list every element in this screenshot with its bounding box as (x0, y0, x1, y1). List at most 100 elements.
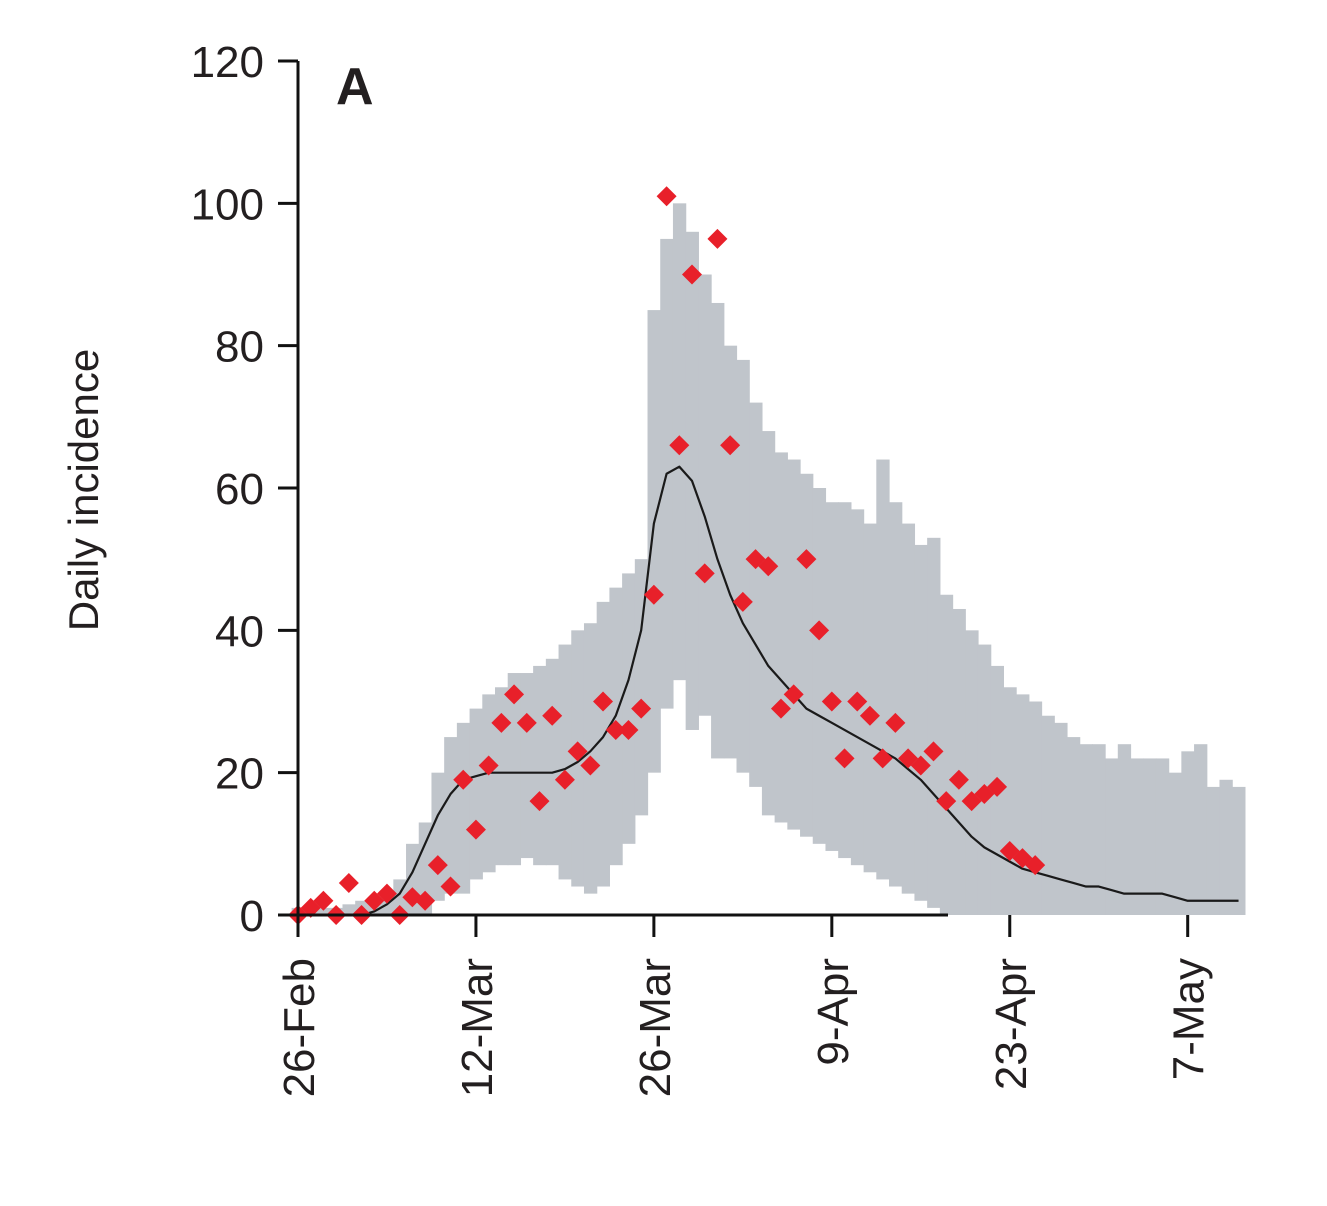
band-bar (482, 694, 496, 873)
band-bar (507, 673, 522, 866)
band-bar (965, 630, 979, 915)
band-bar (736, 359, 750, 773)
band-bar (1092, 744, 1106, 915)
observed-point (758, 556, 779, 577)
band-bar (1130, 758, 1144, 915)
band-bar (939, 594, 954, 915)
band-bar (1054, 722, 1068, 915)
band-bar (545, 658, 560, 866)
observed-point (427, 855, 448, 876)
x-tick-label: 26-Mar (631, 958, 680, 1097)
band-bar (622, 573, 636, 844)
band-bar (977, 644, 992, 915)
band-bar (647, 310, 661, 773)
band-bar (634, 559, 649, 816)
observed-point (516, 712, 537, 733)
model-mean-line (298, 465, 1239, 917)
y-tick-label: 100 (191, 180, 264, 229)
x-tick-label: 9-Apr (809, 958, 858, 1066)
y-axis-label: Daily incidence (60, 349, 107, 631)
band-bar (1003, 687, 1017, 915)
observed-point (796, 549, 817, 570)
band-bar (1206, 786, 1221, 915)
observed-point (783, 684, 804, 705)
observed-point (313, 890, 334, 911)
observed-point (491, 712, 512, 733)
band-bar (850, 509, 865, 866)
band-bar (317, 907, 331, 915)
model-range-band-layer (291, 203, 1246, 915)
observed-point (834, 748, 855, 769)
x-tick-label: 23-Apr (987, 958, 1036, 1090)
observed-point (720, 435, 741, 456)
band-bar (1194, 744, 1208, 915)
panel-label: A (336, 58, 374, 116)
band-bar (1079, 744, 1093, 915)
band-bar (456, 722, 471, 894)
band-bar (1232, 786, 1246, 915)
observed-point (529, 791, 550, 812)
observed-point (567, 741, 588, 762)
observed-point (338, 872, 359, 893)
band-bar (1066, 737, 1081, 915)
band-bar (749, 402, 763, 787)
band-bar (495, 687, 509, 866)
y-tick-label: 60 (215, 465, 264, 514)
x-tick-label: 12-Mar (453, 958, 502, 1097)
observed-point (440, 876, 461, 897)
band-bar (1105, 758, 1119, 915)
band-bar (927, 537, 941, 908)
band-bar (1016, 694, 1030, 915)
observed-point (885, 712, 906, 733)
band-bar (1028, 701, 1043, 915)
band-bar (444, 737, 458, 894)
band-bar (431, 772, 445, 901)
observed-point (643, 584, 664, 605)
observed-point (478, 755, 499, 776)
observed-point (847, 691, 868, 712)
observed-point (682, 264, 703, 285)
band-bar (800, 473, 814, 837)
band-bar (838, 502, 852, 859)
band-bar (1168, 772, 1182, 915)
observed-point (453, 769, 474, 790)
observed-point (415, 890, 436, 911)
band-bar (901, 523, 916, 894)
observed-point (872, 748, 893, 769)
band-bar (558, 644, 572, 880)
observed-point (1025, 855, 1046, 876)
y-tick-label: 0 (240, 892, 264, 941)
band-bar (825, 502, 839, 851)
observed-point (732, 591, 753, 612)
observed-point (554, 769, 575, 790)
x-tick-label: 26-Feb (275, 958, 324, 1097)
observed-point (618, 719, 639, 740)
band-bar (520, 673, 534, 859)
band-bar (914, 544, 928, 901)
observed-point (859, 705, 880, 726)
observed-point (631, 698, 652, 719)
band-bar (889, 502, 903, 887)
observed-point (821, 691, 842, 712)
band-bar (723, 345, 738, 759)
band-bar (787, 459, 801, 830)
band-bar (1117, 744, 1132, 915)
band-bar (876, 459, 890, 880)
band-bar (812, 488, 827, 844)
observed-point (593, 691, 614, 712)
band-bar (863, 523, 877, 873)
band-bar (1219, 779, 1233, 915)
y-tick-label: 80 (215, 323, 264, 372)
model-mean-line-layer (298, 465, 1239, 917)
band-bar (1041, 715, 1055, 915)
y-tick-label: 40 (215, 607, 264, 656)
y-ticks: 0 20 40 60 80 100 120 (191, 38, 298, 941)
band-bar (469, 708, 483, 880)
band-bar (774, 452, 788, 823)
observed-point (809, 620, 830, 641)
observed-point (465, 819, 486, 840)
band-bar (952, 608, 966, 915)
observed-point (504, 684, 525, 705)
band-bar (1155, 758, 1170, 915)
